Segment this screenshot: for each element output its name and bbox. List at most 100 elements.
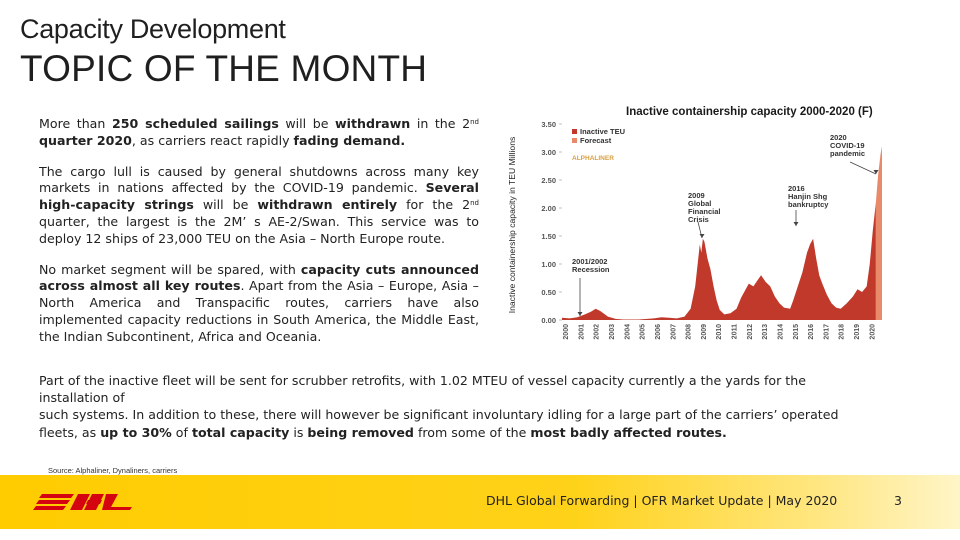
x-tick-label: 2002 — [594, 324, 601, 340]
x-tick-label: 2004 — [624, 324, 631, 340]
annotation-line: 2020 — [830, 133, 847, 142]
p1-bold-quarter: quarter 2020 — [39, 132, 132, 148]
chart-watermark: ALPHALINER — [572, 155, 614, 162]
annotation-line: COVID-19 — [830, 141, 865, 150]
chart-y-axis-title: Inactive containership capacity in TEU M… — [507, 136, 517, 314]
annotation-line: 2009 — [688, 191, 705, 200]
bottom-paragraph: Part of the inactive fleet will be sent … — [39, 372, 879, 441]
x-tick-label: 2007 — [670, 324, 677, 340]
p2-text-2: will be — [193, 197, 258, 213]
left-text-column: More than 250 scheduled sailings will be… — [39, 116, 479, 360]
y-tick-label: 1.50 — [541, 232, 556, 241]
x-tick-label: 2016 — [808, 324, 815, 340]
annotation-label: 2009 Global Financial Crisis — [688, 191, 721, 224]
bottom-line-1: Part of the inactive fleet will be sent … — [39, 373, 806, 406]
annotation-arrowhead — [873, 170, 879, 174]
annotation-arrowhead — [577, 312, 583, 316]
legend-label: Forecast — [580, 136, 612, 145]
series-area-inactive-teu — [562, 202, 876, 320]
bottom-text-5: from some of the — [413, 424, 531, 440]
series-area-forecast — [875, 146, 882, 320]
page-title: TOPIC OF THE MONTH — [20, 48, 428, 89]
annotation-line: pandemic — [830, 149, 865, 158]
annotation-line: Financial — [688, 207, 721, 216]
annotation-label: 2016 Hanjin Shg bankruptcy — [788, 184, 829, 209]
footer-text: DHL Global Forwarding | OFR Market Updat… — [486, 493, 838, 508]
p2-superscript: nd — [470, 199, 479, 208]
bottom-bold-routes: most badly affected routes. — [530, 424, 727, 440]
annotation-arrowhead — [793, 222, 799, 226]
chart-title: Inactive containership capacity 2000-202… — [626, 106, 873, 118]
p1-text-2: will be — [278, 116, 336, 131]
bottom-line-2: such systems. In addition to these, ther… — [39, 406, 879, 440]
x-tick-label: 2015 — [793, 324, 800, 340]
p2-text-4: quarter, the largest is the 2M’ s AE-2/S… — [39, 213, 479, 246]
x-tick-label: 2010 — [716, 324, 723, 340]
p3-text-1: No market segment will be spared, with — [39, 261, 301, 277]
y-tick-label: 0.00 — [541, 316, 556, 325]
p1-bold-demand: fading demand. — [293, 132, 406, 148]
paragraph-sailings: More than 250 scheduled sailings will be… — [39, 116, 479, 150]
annotation-arrowhead — [699, 234, 705, 238]
y-tick-label: 1.00 — [541, 260, 556, 269]
x-tick-label: 2020 — [869, 324, 876, 340]
footer-bar — [0, 475, 960, 529]
p3-bold-cuts: capacity cuts announced across almost al… — [39, 261, 479, 294]
annotation-line: Global — [688, 199, 711, 208]
p1-text-3: in the 2 — [410, 116, 471, 131]
p2-text-3: for the 2 — [397, 197, 471, 213]
dhl-logo — [33, 494, 132, 510]
source-note: Source: Alphaliner, Dynaliners, carriers — [48, 466, 178, 475]
annotation-line: Crisis — [688, 215, 709, 224]
x-tick-label: 2006 — [655, 324, 662, 340]
bottom-bold-30pct: up to 30% — [100, 424, 172, 440]
y-tick-label: 0.50 — [541, 288, 556, 297]
y-tick-label: 2.50 — [541, 176, 556, 185]
annotation-line: 2016 — [788, 184, 805, 193]
chart-y-axis-title-wrapper: Inactive containership capacity in TEU M… — [505, 110, 519, 340]
p1-superscript: nd — [470, 118, 479, 126]
inactive-capacity-chart: 0.00 0.50 1.00 1.50 2.00 2.50 3.00 3.50 2000 2001… — [541, 120, 882, 340]
bottom-text-3: of — [171, 424, 192, 440]
bottom-text-2: such systems. In addition to these, ther… — [39, 407, 839, 440]
p2-bold-withdrawn: withdrawn entirely — [257, 197, 398, 213]
x-tick-label: 2012 — [747, 324, 754, 340]
section-title: Capacity Development — [20, 14, 286, 44]
x-tick-label: 2017 — [823, 324, 830, 340]
p1-bold-sailings: 250 scheduled sailings — [111, 116, 279, 131]
p1-text-4: , as carriers react rapidly — [131, 132, 294, 148]
y-tick-label: 3.00 — [541, 148, 556, 157]
legend-swatch — [572, 138, 577, 143]
x-tick-label: 2018 — [839, 324, 846, 340]
p1-text-1: More than — [39, 116, 112, 131]
bottom-text-4: is — [289, 424, 308, 440]
x-tick-label: 2003 — [609, 324, 616, 340]
y-tick-label: 3.50 — [541, 120, 556, 129]
x-tick-label: 2001 — [578, 324, 585, 340]
annotation-line: Hanjin Shg — [788, 192, 828, 201]
page-number: 3 — [894, 493, 902, 508]
bottom-bold-total-capacity: total capacity — [191, 424, 290, 440]
annotation-line: Recession — [572, 265, 610, 274]
paragraph-market-segment: No market segment will be spared, with c… — [39, 262, 479, 346]
x-tick-label: 2009 — [701, 324, 708, 340]
x-tick-label: 2013 — [762, 324, 769, 340]
legend-label: Inactive TEU — [580, 127, 625, 136]
p3-text-2: . Apart from the Asia – Europe, Asia – N… — [39, 278, 479, 344]
annotation-line: bankruptcy — [788, 200, 829, 209]
x-tick-label: 2008 — [686, 324, 693, 340]
x-tick-label: 2014 — [777, 324, 784, 340]
annotation-label: 2020 COVID-19 pandemic — [830, 133, 865, 158]
legend-swatch — [572, 129, 577, 134]
bottom-bold-removed: being removed — [307, 424, 414, 440]
x-tick-label: 2011 — [732, 324, 739, 339]
p1-bold-withdrawn: withdrawn — [335, 116, 411, 131]
x-tick-label: 2000 — [563, 324, 570, 340]
p2-bold-strings: Several high-capacity strings — [39, 180, 479, 213]
annotation-line: 2001/2002 — [572, 257, 607, 266]
annotation-arrow — [849, 161, 877, 175]
annotation-label: 2001/2002 Recession — [572, 257, 610, 274]
x-tick-label: 2019 — [854, 324, 861, 340]
y-tick-label: 2.00 — [541, 204, 556, 213]
p2-text-1: The cargo lull is caused by general shut… — [39, 163, 479, 196]
